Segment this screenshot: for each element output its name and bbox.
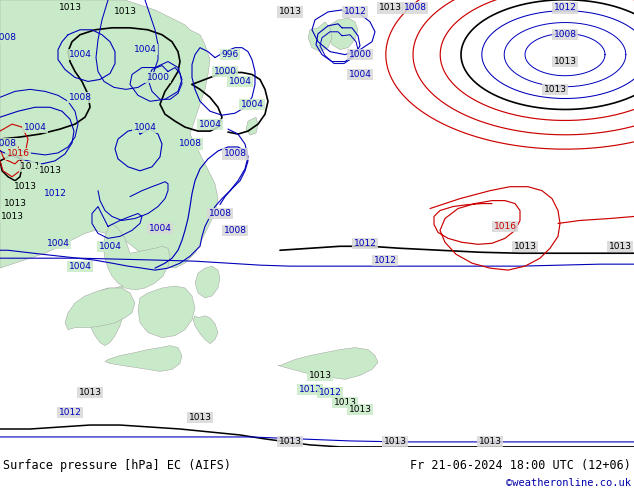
- Text: 1013: 1013: [39, 166, 61, 175]
- Text: 1013: 1013: [4, 199, 27, 208]
- Text: 1013: 1013: [278, 7, 302, 17]
- Text: 1013: 1013: [1, 212, 23, 221]
- Text: 1012: 1012: [373, 256, 396, 265]
- Text: 1004: 1004: [68, 262, 91, 270]
- Text: 1008: 1008: [224, 226, 247, 235]
- Text: 1012: 1012: [553, 3, 576, 12]
- Text: 10 1: 10 1: [20, 162, 40, 171]
- Text: 1013: 1013: [333, 398, 356, 407]
- Text: 1008: 1008: [209, 209, 231, 218]
- Text: 1013: 1013: [13, 182, 37, 191]
- Text: 1008: 1008: [403, 3, 427, 12]
- Text: 1004: 1004: [68, 50, 91, 59]
- Text: 1013: 1013: [378, 3, 401, 12]
- Text: 1013: 1013: [479, 438, 501, 446]
- Text: 1013: 1013: [349, 405, 372, 414]
- Text: 1004: 1004: [134, 45, 157, 54]
- Polygon shape: [105, 345, 182, 371]
- Text: 1012: 1012: [354, 239, 377, 248]
- Text: 1012: 1012: [318, 388, 342, 397]
- Polygon shape: [278, 347, 378, 379]
- Text: 1013: 1013: [278, 438, 302, 446]
- Text: 1004: 1004: [349, 70, 372, 79]
- Polygon shape: [246, 117, 258, 135]
- Polygon shape: [193, 316, 218, 343]
- Text: 1013: 1013: [113, 7, 136, 17]
- Text: 1013: 1013: [543, 85, 567, 94]
- Text: Fr 21-06-2024 18:00 UTC (12+06): Fr 21-06-2024 18:00 UTC (12+06): [410, 459, 631, 472]
- Text: 1008: 1008: [0, 140, 16, 148]
- Text: 1004: 1004: [148, 224, 171, 233]
- Polygon shape: [195, 266, 220, 298]
- Text: 1004: 1004: [229, 77, 252, 86]
- Text: 1012: 1012: [299, 385, 321, 394]
- Text: 1016: 1016: [493, 222, 517, 231]
- Text: Surface pressure [hPa] EC (AIFS): Surface pressure [hPa] EC (AIFS): [3, 459, 231, 472]
- Text: 1008: 1008: [179, 140, 202, 148]
- Text: 1013: 1013: [384, 438, 406, 446]
- Text: 1000: 1000: [146, 73, 169, 82]
- Text: 1004: 1004: [240, 100, 264, 109]
- Polygon shape: [138, 286, 195, 338]
- Text: 1012: 1012: [58, 408, 81, 416]
- Text: 1013: 1013: [79, 388, 101, 397]
- Text: 1013: 1013: [609, 242, 631, 251]
- Text: 1004: 1004: [98, 242, 122, 251]
- Polygon shape: [308, 22, 332, 51]
- Text: 996: 996: [221, 50, 238, 59]
- Text: ©weatheronline.co.uk: ©weatheronline.co.uk: [506, 478, 631, 488]
- Text: 1008: 1008: [0, 33, 16, 42]
- Text: 1004: 1004: [23, 122, 46, 132]
- Text: 1000: 1000: [214, 67, 236, 76]
- Text: 1000: 1000: [349, 50, 372, 59]
- Text: 1012: 1012: [344, 7, 366, 17]
- Text: 1004: 1004: [46, 239, 70, 248]
- Text: 1016: 1016: [6, 149, 30, 158]
- Polygon shape: [65, 288, 135, 330]
- Text: 1008: 1008: [68, 93, 91, 102]
- Text: 1013: 1013: [58, 3, 82, 12]
- Text: 1013: 1013: [309, 371, 332, 380]
- Text: 1013: 1013: [188, 413, 212, 421]
- Text: 1004: 1004: [198, 120, 221, 129]
- Text: 1012: 1012: [44, 189, 67, 198]
- Polygon shape: [0, 0, 218, 268]
- Text: 1013: 1013: [553, 57, 576, 66]
- Text: 1008: 1008: [553, 30, 576, 39]
- Polygon shape: [328, 18, 358, 49]
- Text: 1004: 1004: [134, 122, 157, 132]
- Text: 1008: 1008: [224, 149, 247, 158]
- Polygon shape: [103, 223, 170, 290]
- Text: 1013: 1013: [514, 242, 536, 251]
- Polygon shape: [88, 286, 126, 345]
